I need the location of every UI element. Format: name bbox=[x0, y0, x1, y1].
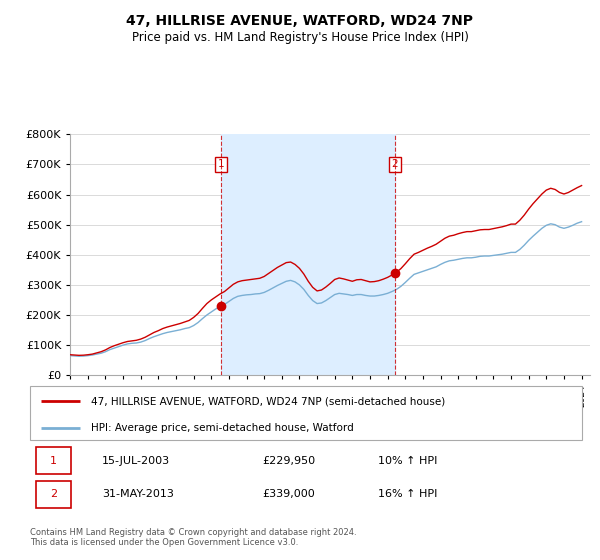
Bar bbox=[221, 134, 395, 375]
Text: 31-MAY-2013: 31-MAY-2013 bbox=[102, 489, 173, 499]
Text: Price paid vs. HM Land Registry's House Price Index (HPI): Price paid vs. HM Land Registry's House … bbox=[131, 31, 469, 44]
Text: 47, HILLRISE AVENUE, WATFORD, WD24 7NP: 47, HILLRISE AVENUE, WATFORD, WD24 7NP bbox=[127, 14, 473, 28]
Text: £339,000: £339,000 bbox=[262, 489, 314, 499]
Text: This data is licensed under the Open Government Licence v3.0.: This data is licensed under the Open Gov… bbox=[30, 538, 298, 547]
Text: £229,950: £229,950 bbox=[262, 456, 315, 465]
Text: 47, HILLRISE AVENUE, WATFORD, WD24 7NP (semi-detached house): 47, HILLRISE AVENUE, WATFORD, WD24 7NP (… bbox=[91, 396, 445, 407]
Text: Contains HM Land Registry data © Crown copyright and database right 2024.: Contains HM Land Registry data © Crown c… bbox=[30, 528, 356, 536]
Text: 2: 2 bbox=[392, 160, 398, 170]
Text: 1: 1 bbox=[50, 456, 57, 465]
FancyBboxPatch shape bbox=[30, 386, 582, 440]
Text: HPI: Average price, semi-detached house, Watford: HPI: Average price, semi-detached house,… bbox=[91, 423, 353, 433]
Text: 15-JUL-2003: 15-JUL-2003 bbox=[102, 456, 170, 465]
Text: 16% ↑ HPI: 16% ↑ HPI bbox=[378, 489, 437, 499]
Text: 10% ↑ HPI: 10% ↑ HPI bbox=[378, 456, 437, 465]
Text: 1: 1 bbox=[217, 160, 224, 170]
Text: 2: 2 bbox=[50, 489, 57, 499]
FancyBboxPatch shape bbox=[35, 481, 71, 507]
FancyBboxPatch shape bbox=[35, 447, 71, 474]
